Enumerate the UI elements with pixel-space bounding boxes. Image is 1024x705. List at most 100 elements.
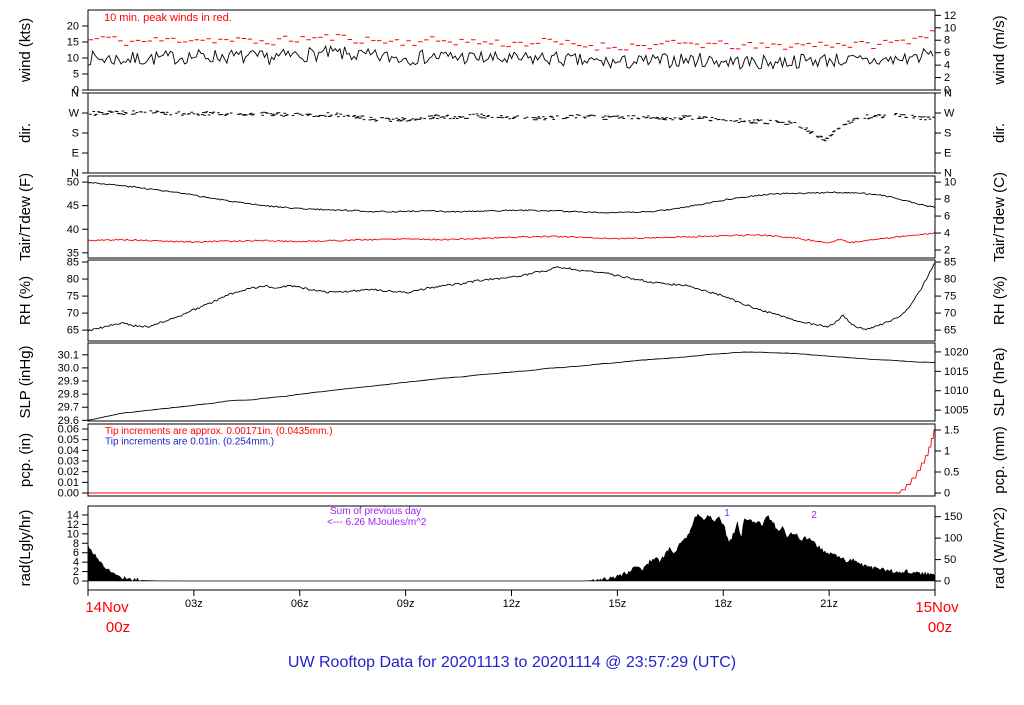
y-tick-label: 10 xyxy=(67,528,79,540)
wind-peak-note: 10 min. peak winds in red. xyxy=(104,12,232,24)
axis-label-left-pcp: pcp. (in) xyxy=(17,433,34,487)
x-end-hour-label: 00z xyxy=(928,619,952,636)
y-tick-label: 1.5 xyxy=(944,425,959,437)
y-tick-label: 100 xyxy=(944,533,962,545)
y-tick-label: 6 xyxy=(944,211,950,223)
y-tick-label: 8 xyxy=(944,35,950,47)
x-tick-label: 09z xyxy=(397,598,415,610)
x-start-date-label: 14Nov xyxy=(85,599,129,616)
y-tick-label: 70 xyxy=(944,308,956,320)
y-tick-label: 85 xyxy=(67,257,79,269)
panel-pcp: 0.000.010.020.030.040.050.06 0 0.5 1 1.5 pcp.… xyxy=(17,423,1008,500)
y-tick-label: 45 xyxy=(67,200,79,212)
y-tick-label: E xyxy=(72,148,79,160)
y-tick-label: N xyxy=(71,88,79,100)
y-tick-label: 80 xyxy=(944,274,956,286)
y-tick-label: 150 xyxy=(944,511,962,523)
panel-series-slp xyxy=(88,351,935,421)
x-tick-label: 06z xyxy=(291,598,309,610)
x-tick-label: 03z xyxy=(185,598,203,610)
y-tick-label: N xyxy=(944,88,952,100)
panel-series-rad xyxy=(88,513,935,582)
panel-frame-wind xyxy=(87,9,936,91)
panel-frame-rh xyxy=(87,259,936,342)
y-tick-label: 29.8 xyxy=(58,389,79,401)
y-tick-label: 0.01 xyxy=(58,477,79,489)
y-tick-label: 2 xyxy=(73,566,79,578)
y-tick-label: 0 xyxy=(73,576,79,588)
panel-slp: 29.629.729.829.9 30.030.1 1005 1010 1015 1020… xyxy=(17,342,1008,427)
y-tick-label: 75 xyxy=(67,291,79,303)
x-tick-label: 21z xyxy=(820,598,838,610)
series-wind-direction xyxy=(89,110,935,142)
y-tick-label: 1020 xyxy=(944,346,968,358)
rad-event-mark-2: 2 xyxy=(811,510,817,521)
y-tick-label: S xyxy=(944,128,951,140)
y-tick-label: 35 xyxy=(67,247,79,259)
y-tick-label: 2 xyxy=(944,245,950,257)
y-tick-label: 0.5 xyxy=(944,467,959,479)
y-tick-label: 0.03 xyxy=(58,456,79,468)
panel-frame-tair_tdew xyxy=(87,175,936,259)
y-tick-label: 5 xyxy=(73,69,79,81)
x-axis: 03z 06z 09z 12z 15z 18z 21z xyxy=(87,590,936,610)
figure-title: UW Rooftop Data for 20201113 to 20201114… xyxy=(288,654,736,671)
pcp-tip-note-red: Tip increments are approx. 0.00171in. (0… xyxy=(105,426,333,437)
y-tick-label: 2 xyxy=(944,72,950,84)
x-tick-label: 12z xyxy=(503,598,521,610)
y-tick-label: 12 xyxy=(944,10,956,22)
series-dew-point xyxy=(88,232,935,244)
x-tick-label: 18z xyxy=(714,598,732,610)
panel-series-tair_tdew xyxy=(88,181,935,244)
y-tick-label: 29.9 xyxy=(58,376,79,388)
y-tick-label: 50 xyxy=(944,554,956,566)
series-wind-peak-10min xyxy=(88,30,935,51)
axis-label-left-rad: rad(Lgly/hr) xyxy=(17,510,34,587)
panel-rh: 65 70 75 80 85 65 70 75 80 85 RH (%) RH (%) xyxy=(17,257,1008,342)
y-tick-label: S xyxy=(72,128,79,140)
series-wind-speed xyxy=(88,44,934,70)
panel-series-rh xyxy=(88,262,935,332)
panel-frame-pcp xyxy=(87,423,936,497)
y-tick-label: 0 xyxy=(944,576,950,588)
y-tick-label: 29.7 xyxy=(58,402,79,414)
panel-series-dir xyxy=(89,110,935,142)
y-tick-label: N xyxy=(71,168,79,180)
panel-frame-slp xyxy=(87,342,936,422)
y-tick-label: 50 xyxy=(67,177,79,189)
axis-label-left-tair_tdew: Tair/Tdew (F) xyxy=(17,173,34,261)
y-tick-label: E xyxy=(944,148,951,160)
panel-frame-dir xyxy=(87,92,936,174)
y-tick-label: 0.00 xyxy=(58,488,79,500)
rad-sum-note-line2: <--- 6.26 MJoules/m^2 xyxy=(327,517,427,528)
series-air-temperature xyxy=(88,181,935,214)
y-tick-label: 40 xyxy=(67,224,79,236)
y-tick-label: 30.0 xyxy=(58,362,79,374)
y-tick-label: 0.04 xyxy=(58,445,79,457)
y-tick-label: 0 xyxy=(944,488,950,500)
y-tick-label: 6 xyxy=(944,47,950,59)
y-tick-label: 4 xyxy=(944,228,950,240)
axis-label-left-dir: dir. xyxy=(17,123,34,143)
rad-event-mark-1: 1 xyxy=(724,508,730,519)
axis-label-right-wind: wind (m/s) xyxy=(991,15,1008,85)
axis-label-right-dir: dir. xyxy=(991,123,1008,143)
y-tick-label: 20 xyxy=(67,21,79,33)
rad-sum-note-line1: Sum of previous day xyxy=(330,506,421,517)
y-tick-label: 1005 xyxy=(944,405,968,417)
x-tick-label: 15z xyxy=(609,598,627,610)
y-tick-label: 85 xyxy=(944,257,956,269)
y-tick-label: 75 xyxy=(944,291,956,303)
y-tick-label: 0.05 xyxy=(58,434,79,446)
pcp-tip-note-blue: Tip increments are 0.01in. (0.254mm.) xyxy=(105,437,274,448)
y-tick-label: 1015 xyxy=(944,366,968,378)
series-sea-level-pressure xyxy=(88,351,935,421)
y-tick-label: 8 xyxy=(73,538,79,550)
series-precipitation-accumulation xyxy=(88,429,935,494)
y-tick-label: 14 xyxy=(67,509,79,521)
y-tick-label: 4 xyxy=(944,60,950,72)
y-tick-label: 15 xyxy=(67,37,79,49)
